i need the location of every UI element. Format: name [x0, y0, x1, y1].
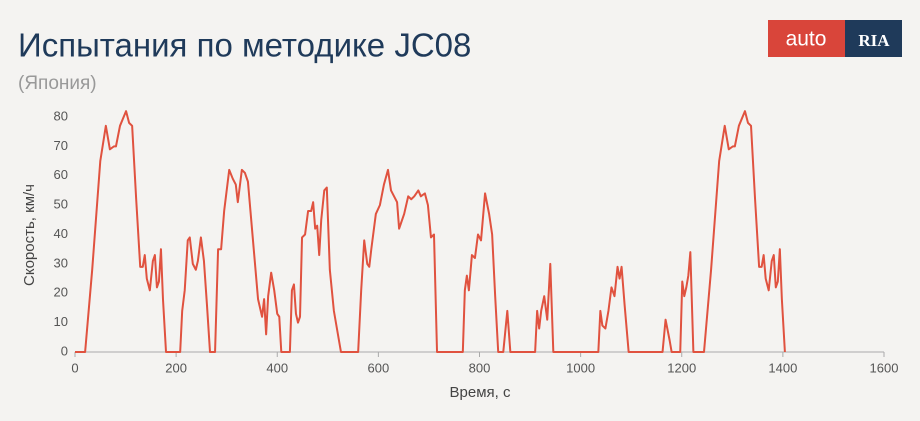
y-tick-label: 50 [54, 197, 68, 212]
x-tick-label: 400 [266, 360, 288, 375]
y-tick-label: 70 [54, 138, 68, 153]
x-tick-label: 1400 [768, 360, 797, 375]
chart-title: Испытания по методике JC08 [18, 27, 471, 64]
y-tick-label: 60 [54, 167, 68, 182]
x-tick-label: 600 [368, 360, 390, 375]
y-tick-label: 20 [54, 285, 68, 300]
y-tick-label: 40 [54, 226, 68, 241]
y-tick-label: 80 [54, 108, 68, 123]
logo-right-box [845, 20, 902, 57]
y-tick-label: 10 [54, 314, 68, 329]
logo-left: auto [786, 28, 827, 51]
x-tick-label: 1600 [870, 360, 899, 375]
logo-right: RIA [858, 31, 890, 50]
line-series [75, 110, 786, 353]
x-tick-label: 1000 [566, 360, 595, 375]
chart-subtitle: (Япония) [18, 73, 97, 94]
y-tick-label: 30 [54, 255, 68, 270]
x-tick-label: 800 [469, 360, 491, 375]
x-tick-label: 200 [165, 360, 187, 375]
y-tick-label: 0 [61, 343, 68, 358]
y-axis-label: Скорость, км/ч [21, 184, 38, 286]
x-axis-label: Время, с [450, 384, 511, 401]
x-tick-label: 0 [71, 360, 78, 375]
logo-left-box [768, 20, 845, 57]
x-tick-label: 1200 [667, 360, 696, 375]
